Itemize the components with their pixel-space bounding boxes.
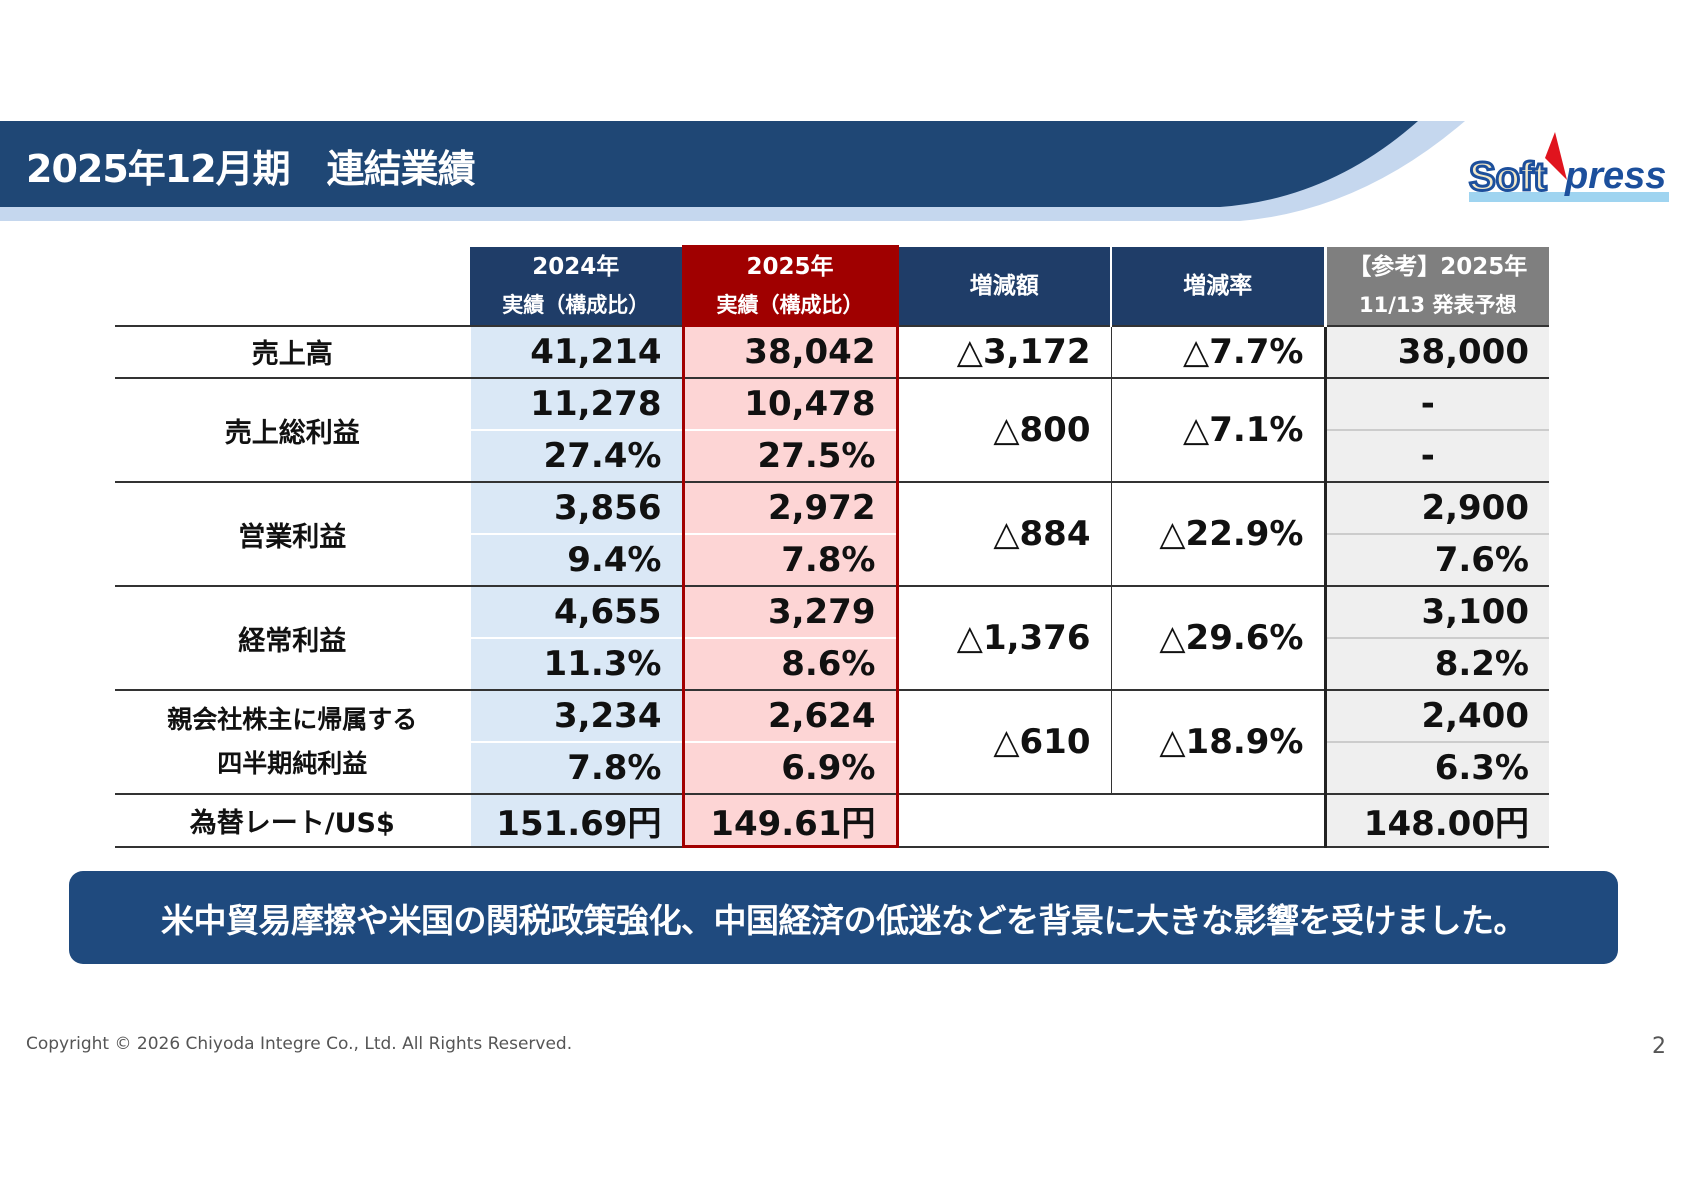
value-rate: △29.6% [1110,585,1325,690]
value-2024: 3,234 [469,689,683,742]
col-header-rate: 増減率 [1110,246,1325,326]
value-rate: △7.7% [1110,324,1325,378]
ratio-2024: 7.8% [469,741,683,794]
value-forecast: 2,900 [1323,481,1549,534]
table-row-ordinary-profit: 経常利益 4,655 3,279 △1,376 △29.6% 3,100 [115,585,1549,690]
ratio-2025: 8.6% [681,637,899,690]
value-2024: 151.69円 [469,793,683,848]
value-2024: 41,214 [469,324,683,378]
col-header-2024: 2024年 実績（構成比） [470,246,683,326]
table-row-operating-profit-ratio: 9.4% 7.8% 7.6% [115,533,1549,586]
row-label: 売上総利益 [115,377,470,482]
value-2025: 3,279 [681,585,899,638]
value-2025: 2,972 [681,481,899,534]
col-header-forecast: 【参考】2025年 11/13 発表予想 [1323,246,1549,326]
value-diff: △884 [896,481,1111,586]
ratio-2024: 11.3% [469,637,683,690]
ratio-forecast: 8.2% [1323,637,1549,690]
value-2024: 11,278 [469,377,683,430]
value-2025: 38,042 [681,324,899,378]
table-row-fx-rate: 為替レート/US$ 151.69円 149.61円 148.00円 [115,793,1549,848]
financial-results-table: （単位：百万円） 2024年 実績（構成比） 2025年 実績（構成比） 増減額 増… [115,245,1549,848]
unit-label: （単位：百万円） [130,286,307,312]
value-forecast: 3,100 [1323,585,1549,638]
value-rate: △22.9% [1110,481,1325,586]
page-title: 2025年12月期 連結業績 [26,147,476,191]
row-label: 親会社株主に帰属する 四半期純利益 [115,689,470,794]
value-diff: △800 [896,377,1111,482]
softpress-logo: Soft press [1468,132,1669,202]
table-row-ordinary-profit-ratio: 11.3% 8.6% 8.2% [115,637,1549,690]
ratio-forecast: - [1323,429,1549,482]
svg-text:press: press [1564,155,1666,197]
value-forecast: 2,400 [1323,689,1549,742]
row-label: 営業利益 [115,481,470,586]
table-row-gross-profit-ratio: 27.4% 27.5% - [115,429,1549,482]
value-forecast: 38,000 [1323,324,1549,378]
value-2024: 4,655 [469,585,683,638]
table-row-sales: 売上高 41,214 38,042 △3,172 △7.7% 38,000 [115,324,1549,378]
col-header-2025: 2025年 実績（構成比） [681,245,899,327]
value-diff: △610 [896,689,1111,794]
summary-message: 米中貿易摩擦や米国の関税政策強化、中国経済の低迷などを背景に大きな影響を受けまし… [69,871,1618,964]
ratio-2025: 27.5% [681,429,899,482]
row-label: 為替レート/US$ [115,793,470,848]
table-row-net-income: 親会社株主に帰属する 四半期純利益 3,234 2,624 △610 △18.9%… [115,689,1549,794]
table-row-operating-profit: 営業利益 3,856 2,972 △884 △22.9% 2,900 [115,481,1549,586]
col-header-diff: 増減額 [896,246,1111,326]
ratio-2025: 6.9% [681,741,899,794]
row-label: 経常利益 [115,585,470,690]
copyright: Copyright © 2026 Chiyoda Integre Co., Lt… [26,1034,573,1054]
page-number: 2 [1652,1034,1666,1059]
value-2025: 10,478 [681,377,899,430]
ratio-forecast: 6.3% [1323,741,1549,794]
value-diff: △1,376 [896,585,1111,690]
ratio-forecast: 7.6% [1323,533,1549,586]
value-2024: 3,856 [469,481,683,534]
value-forecast: 148.00円 [1323,793,1549,848]
table-row-gross-profit: 売上総利益 11,278 10,478 △800 △7.1% - [115,377,1549,482]
ratio-2025: 7.8% [681,533,899,586]
value-2025: 2,624 [681,689,899,742]
value-diff: △3,172 [896,324,1111,378]
value-2025: 149.61円 [681,793,899,848]
value-rate: △18.9% [1110,689,1325,794]
svg-text:Soft: Soft [1469,155,1547,199]
empty-cell [897,793,1325,848]
value-forecast: - [1323,377,1549,430]
ratio-2024: 27.4% [469,429,683,482]
title-banner [0,121,1465,221]
ratio-2024: 9.4% [469,533,683,586]
table-row-net-income-ratio: 7.8% 6.9% 6.3% [115,741,1549,794]
value-rate: △7.1% [1110,377,1325,482]
row-label: 売上高 [115,324,470,378]
